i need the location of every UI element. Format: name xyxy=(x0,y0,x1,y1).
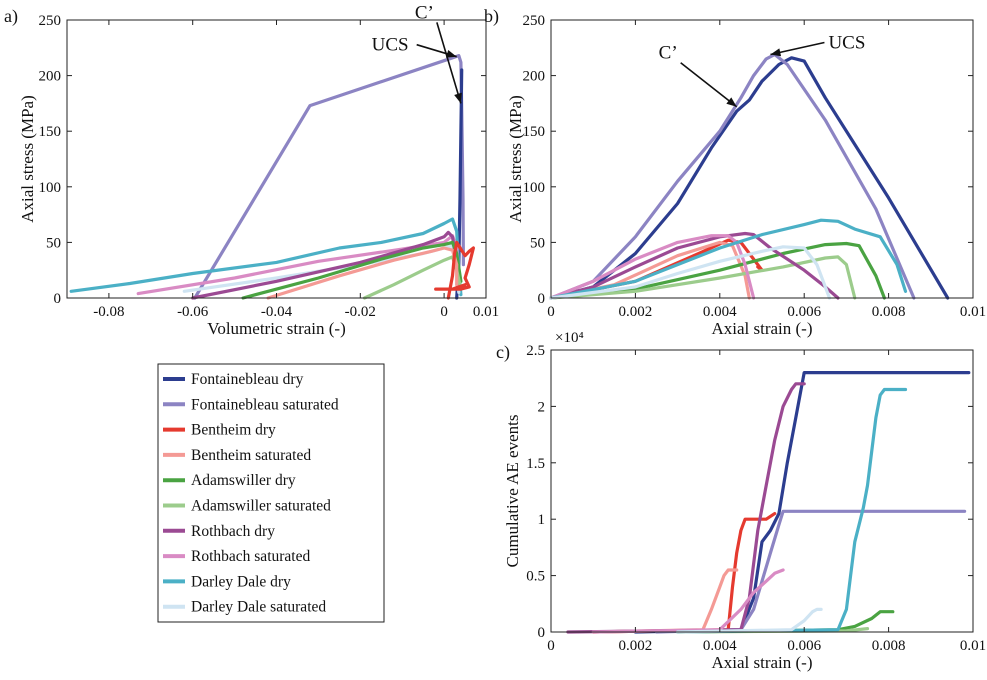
series-line-bentheim-dry xyxy=(434,240,475,300)
annotation-arrow xyxy=(680,62,738,108)
annotation-arrowhead xyxy=(454,92,462,104)
series-line-darley-dale-dry xyxy=(69,217,463,297)
x-tick-label: 0.002 xyxy=(619,304,653,320)
x-tick-label: 0.004 xyxy=(703,638,737,654)
x-tick-label: 0.006 xyxy=(787,638,821,654)
y-tick-label: 250 xyxy=(39,13,62,29)
plot-frame xyxy=(550,349,974,633)
series-group xyxy=(69,54,475,300)
chart-panel-a: -0.08 -0.06 -0.04 -0.02 0 0.01 0 50 100 150 200 250… xyxy=(4,2,499,338)
series-line-rothbach-dry xyxy=(549,231,840,300)
x-tick-label: -0.02 xyxy=(345,304,376,320)
x-axis-label: Axial strain (-) xyxy=(711,319,812,338)
series-line-bentheim-saturated xyxy=(591,568,739,634)
y-tick-label: 2 xyxy=(538,399,546,415)
y-tick-label: 100 xyxy=(39,180,62,196)
y-tick-label: 150 xyxy=(523,124,546,140)
x-tick-label: 0.008 xyxy=(872,638,906,654)
x-tick-label: 0.006 xyxy=(787,304,821,320)
y-tick-label: 200 xyxy=(39,69,62,85)
x-tick-label: 0 xyxy=(440,304,448,320)
y-tick-label: 100 xyxy=(523,180,546,196)
panel-tag: b) xyxy=(484,6,499,27)
chart-panel-b: 0 0.002 0.004 0.006 0.008 0.01 0 50 100 150 200 250… xyxy=(484,6,986,338)
x-tick-label: 0.01 xyxy=(960,638,986,654)
series-group xyxy=(566,371,971,634)
annotation-cc: C’ xyxy=(415,2,434,23)
legend-label: Bentheim dry xyxy=(191,422,276,439)
series-line-darley-dale-dry xyxy=(549,218,908,300)
scale-label: ×10⁴ xyxy=(555,330,584,346)
y-tick-label: 0 xyxy=(54,291,62,307)
legend-label: Fontainebleau dry xyxy=(191,371,304,388)
y-tick-label: 1.5 xyxy=(526,456,545,472)
panel-tag: a) xyxy=(4,6,18,27)
y-tick-label: 50 xyxy=(530,235,545,251)
annotation-cc: C’ xyxy=(659,43,678,64)
y-tick-label: 0 xyxy=(538,625,546,641)
x-tick-label: 0.01 xyxy=(960,304,986,320)
annotations: UCS C’ xyxy=(372,2,462,104)
y-tick-label: 50 xyxy=(46,235,61,251)
x-axis-label: Axial strain (-) xyxy=(711,653,812,672)
legend-label: Rothbach dry xyxy=(191,523,275,540)
annotation-arrowhead xyxy=(726,97,737,107)
x-tick-label: 0.002 xyxy=(619,638,653,654)
y-axis-label: Cumulative AE events xyxy=(503,415,522,568)
series-line-darley-dale-dry xyxy=(676,387,908,634)
y-axis-label: Axial stress (MPa) xyxy=(506,95,525,222)
series-line-bentheim-saturated xyxy=(266,246,459,300)
x-tick-label: 0.008 xyxy=(872,304,906,320)
x-tick-label: 0.004 xyxy=(703,304,737,320)
legend-label: Adamswiller dry xyxy=(191,472,296,489)
x-tick-label: 0 xyxy=(547,638,555,654)
series-line-fontainebleau-saturated xyxy=(193,54,465,300)
series-line-rothbach-dry xyxy=(191,230,461,300)
annotation-ucs: UCS xyxy=(372,35,409,56)
annotation-arrowhead xyxy=(770,48,782,57)
legend: Fontainebleau dry Fontainebleau saturated… xyxy=(157,363,385,623)
series-line-adamswiller-saturated xyxy=(549,255,857,300)
annotation-ucs: UCS xyxy=(828,32,865,53)
series-line-adamswiller-dry xyxy=(549,241,886,300)
y-tick-label: 150 xyxy=(39,124,62,140)
series-group xyxy=(549,52,950,300)
legend-label: Darley Dale saturated xyxy=(191,599,326,616)
annotation-arrowhead xyxy=(445,49,457,58)
series-line-fontainebleau-dry xyxy=(633,371,971,634)
legend-label: Adamswiller saturated xyxy=(191,498,331,515)
legend-box xyxy=(157,363,385,623)
y-tick-label: 0.5 xyxy=(526,569,545,585)
annotations: UCS C’ xyxy=(659,32,865,108)
x-tick-label: -0.04 xyxy=(261,304,293,320)
legend-label: Darley Dale dry xyxy=(191,573,291,590)
x-axis-label: Volumetric strain (-) xyxy=(207,319,345,338)
x-tick-label: 0.01 xyxy=(473,304,499,320)
legend-label: Bentheim saturated xyxy=(191,447,311,464)
y-axis-label: Axial stress (MPa) xyxy=(18,95,37,222)
x-tick-label: -0.08 xyxy=(93,304,124,320)
y-tick-label: 2.5 xyxy=(526,343,545,359)
x-tick-label: 0 xyxy=(547,304,555,320)
series-line-darley-dale-saturated xyxy=(549,245,832,300)
legend-label: Rothbach saturated xyxy=(191,548,310,565)
y-tick-label: 1 xyxy=(538,512,546,528)
chart-panel-c: 0 0.002 0.004 0.006 0.008 0.01 0 0.5 1 1.5 2 2.5 Axi… xyxy=(496,330,986,672)
panel-tag: c) xyxy=(496,342,510,363)
series-line-darley-dale-saturated xyxy=(676,607,823,634)
plot-frame xyxy=(550,19,974,299)
y-tick-label: 0 xyxy=(538,291,546,307)
series-line-rothbach-dry xyxy=(566,382,806,634)
y-tick-label: 250 xyxy=(523,13,546,29)
series-line-fontainebleau-dry xyxy=(549,56,950,300)
y-tick-label: 200 xyxy=(523,69,546,85)
annotation-arrow xyxy=(436,22,462,104)
series-line-fontainebleau-saturated xyxy=(549,52,916,300)
legend-label: Fontainebleau saturated xyxy=(191,396,339,413)
x-tick-label: -0.06 xyxy=(177,304,209,320)
